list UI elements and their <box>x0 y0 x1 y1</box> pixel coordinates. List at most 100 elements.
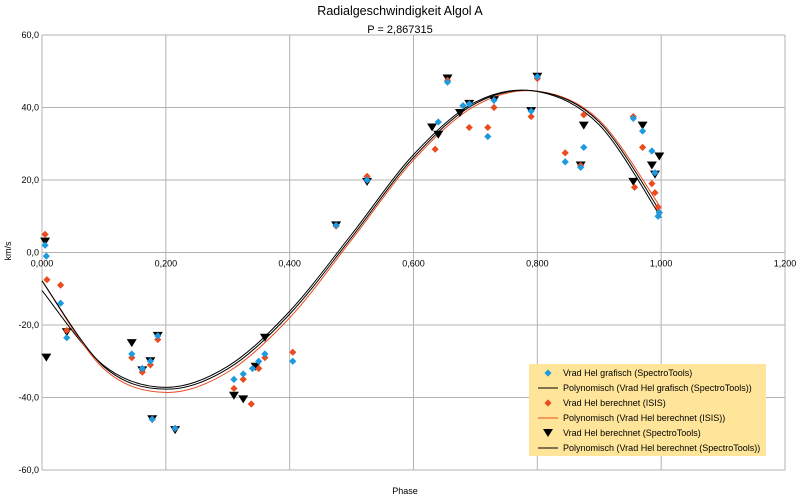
data-point-series-4 <box>228 391 239 400</box>
legend-label: Vrad Hel grafisch (SpectroTools) <box>563 368 692 378</box>
y-tick-label: 40,0 <box>21 103 39 113</box>
data-point-series-2 <box>648 180 656 188</box>
data-point-series-2 <box>651 189 659 197</box>
legend-label: Polynomisch (Vrad Hel grafisch (SpectroT… <box>563 383 752 393</box>
trendlines <box>41 89 662 393</box>
x-tick-label: 0,000 <box>31 259 54 269</box>
data-point-series-0 <box>42 252 50 260</box>
data-point-series-0 <box>171 424 179 432</box>
data-point-series-4 <box>646 161 657 170</box>
data-point-series-4 <box>654 152 665 161</box>
data-point-series-0 <box>239 370 247 378</box>
legend-symbol <box>544 399 552 407</box>
data-point-series-0 <box>459 102 467 110</box>
data-point-series-0 <box>443 78 452 86</box>
data-point-series-2 <box>484 123 492 132</box>
legend-label: Polynomisch (Vrad Hel berechnet (ISIS)) <box>563 413 725 423</box>
trendline-series-3 <box>41 90 662 393</box>
data-point-series-0 <box>255 357 263 365</box>
data-point-series-0 <box>146 357 154 365</box>
data-point-series-4 <box>427 123 438 132</box>
y-tick-label: 20,0 <box>21 175 39 185</box>
legend-box <box>529 364 766 456</box>
data-point-series-2 <box>56 281 65 289</box>
data-point-series-2 <box>230 384 238 393</box>
y-tick-label: -60,0 <box>18 465 39 475</box>
data-point-series-0 <box>154 332 162 340</box>
data-point-series-2 <box>527 112 535 121</box>
data-markers <box>40 72 665 435</box>
data-point-series-0 <box>63 334 71 342</box>
data-point-series-4 <box>637 121 648 130</box>
data-point-series-4 <box>40 237 51 246</box>
x-tick-label: 0,400 <box>278 259 301 269</box>
data-point-series-0 <box>484 132 492 141</box>
data-point-series-2 <box>154 335 162 344</box>
tick-labels: -60,0 -40,0 -20,0 0,0 20,0 40,0 60,0 0,000 0,200… <box>18 30 796 475</box>
legend-symbol <box>543 429 553 437</box>
data-point-series-0 <box>577 163 585 171</box>
data-point-series-2 <box>239 375 247 383</box>
chart-subtitle: P = 2,867315 <box>367 24 433 36</box>
x-tick-label: 0,800 <box>526 259 549 269</box>
data-point-series-2 <box>63 326 71 335</box>
data-point-series-2 <box>638 143 647 151</box>
data-point-series-0 <box>138 364 146 373</box>
data-point-series-2 <box>138 368 146 376</box>
data-point-series-0 <box>332 221 340 229</box>
data-point-series-2 <box>431 145 439 153</box>
data-point-series-2 <box>261 354 269 362</box>
data-point-series-0 <box>580 143 588 151</box>
data-point-series-2 <box>363 172 371 180</box>
data-point-series-2 <box>289 348 297 356</box>
data-point-series-4 <box>628 177 639 186</box>
data-point-series-0 <box>533 73 541 81</box>
x-tick-label: 0,600 <box>402 259 425 269</box>
legend-label: Vrad Hel berechnet (SpectroTools) <box>563 428 701 438</box>
data-point-series-0 <box>561 158 569 166</box>
y-tick-label: 0,0 <box>26 248 39 258</box>
data-point-series-2 <box>654 203 662 211</box>
trendline-series-1 <box>41 89 662 388</box>
data-point-series-0 <box>56 299 65 307</box>
x-tick-label: 1,000 <box>650 259 673 269</box>
y-tick-label: 60,0 <box>21 30 39 40</box>
data-point-series-4 <box>578 121 589 130</box>
data-point-series-2 <box>146 361 154 369</box>
data-point-series-0 <box>41 241 49 249</box>
data-point-series-2 <box>41 230 49 238</box>
data-point-series-2 <box>561 149 569 157</box>
data-point-series-2 <box>465 123 473 132</box>
data-point-series-0 <box>248 364 257 373</box>
x-tick-label: 0,200 <box>155 259 178 269</box>
data-point-series-2 <box>490 103 498 112</box>
data-point-series-4 <box>41 353 52 362</box>
data-point-series-4 <box>433 130 444 139</box>
data-point-series-4 <box>259 333 270 342</box>
data-point-series-0 <box>490 96 498 104</box>
data-point-series-0 <box>128 350 136 358</box>
data-point-series-4 <box>238 395 249 404</box>
trendline-series-5 <box>41 89 662 390</box>
data-point-series-0 <box>638 127 647 135</box>
data-point-series-0 <box>148 415 156 423</box>
chart-title: Radialgeschwindigkeit Algol A <box>317 4 483 18</box>
data-point-series-0 <box>289 357 297 365</box>
data-point-series-0 <box>629 114 637 122</box>
data-point-series-0 <box>434 118 442 126</box>
y-tick-label: -40,0 <box>18 393 39 403</box>
data-point-series-0 <box>648 147 656 155</box>
data-point-series-4 <box>454 108 465 117</box>
data-point-series-0 <box>655 209 663 217</box>
data-point-series-0 <box>465 100 473 108</box>
x-axis-label: Phase <box>392 486 418 496</box>
data-point-series-2 <box>128 354 136 362</box>
data-point-series-4 <box>250 362 261 371</box>
data-point-series-4 <box>126 339 137 348</box>
legend-label: Vrad Hel berechnet (ISIS) <box>563 398 666 408</box>
data-point-series-0 <box>363 176 371 184</box>
data-point-series-2 <box>630 183 639 191</box>
data-point-series-0 <box>230 375 238 383</box>
y-axis-label: km/s <box>3 241 13 260</box>
